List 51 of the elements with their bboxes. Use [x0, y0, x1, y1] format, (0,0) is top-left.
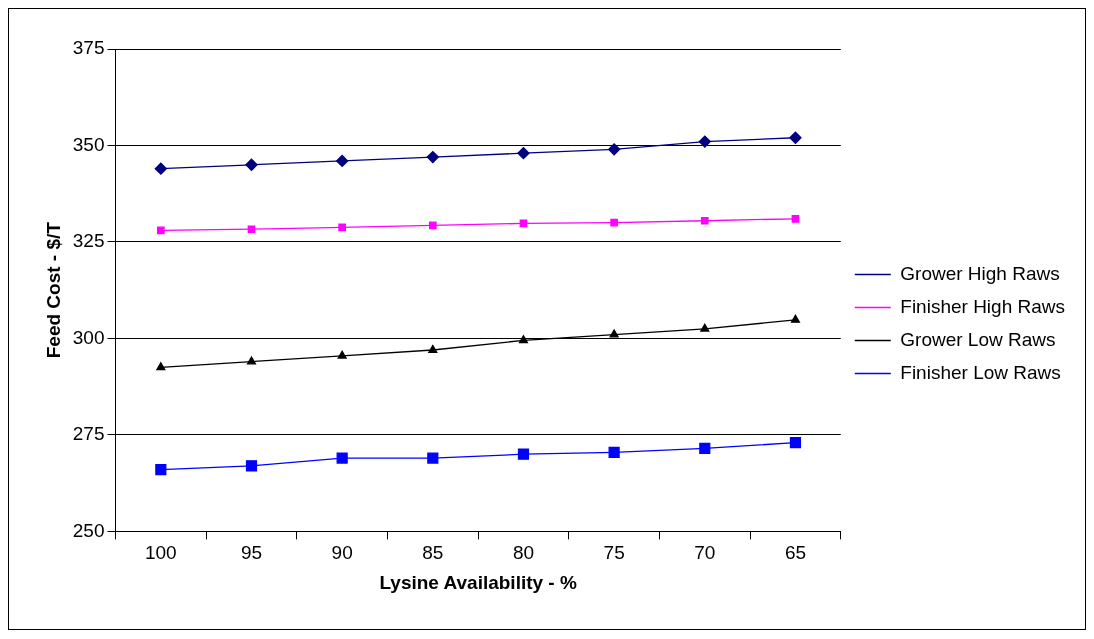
point [246, 356, 257, 365]
point [245, 158, 258, 171]
point [245, 460, 258, 472]
point [790, 314, 800, 323]
x-tick-label: 80 [512, 542, 535, 564]
point [608, 446, 620, 458]
point [154, 162, 167, 175]
x-tick-label: 100 [144, 542, 177, 564]
point [338, 223, 346, 232]
point [789, 437, 802, 449]
point [517, 147, 530, 160]
point [610, 218, 618, 227]
point [336, 452, 348, 464]
point [517, 448, 530, 460]
x-tick-label: 95 [240, 542, 263, 564]
point [609, 329, 619, 338]
point [791, 214, 800, 223]
y-tick-label: 375 [72, 37, 105, 59]
point [518, 335, 529, 344]
point [700, 323, 710, 332]
point [155, 464, 167, 476]
point [607, 143, 621, 156]
x-tick-label: 85 [422, 542, 444, 564]
y-tick-label: 275 [72, 423, 105, 445]
point [699, 442, 711, 455]
y-tick-label: 325 [72, 230, 105, 252]
point [700, 216, 709, 225]
legend-label: Grower High Raws [900, 262, 1060, 284]
x-tick-label: 75 [603, 542, 625, 564]
x-axis-title: Lysine Availability - % [379, 571, 577, 593]
legend-label: Finisher High Raws [900, 295, 1066, 317]
point [157, 226, 165, 235]
point [428, 344, 438, 353]
point [426, 150, 439, 164]
legend-label: Finisher Low Raws [900, 361, 1061, 383]
y-tick-label: 300 [72, 326, 105, 348]
x-tick-label: 90 [331, 542, 353, 564]
point [247, 225, 256, 234]
point [428, 221, 437, 230]
point [337, 350, 347, 359]
point [427, 452, 439, 464]
point [789, 131, 802, 144]
x-tick-label: 65 [784, 542, 807, 564]
y-tick-label: 250 [72, 519, 105, 541]
x-tick-label: 70 [694, 542, 716, 564]
point [698, 135, 711, 148]
y-axis-title: Feed Cost - $/T [42, 221, 64, 359]
point [156, 362, 166, 371]
y-tick-label: 350 [72, 133, 105, 155]
point [336, 154, 349, 168]
legend-label: Grower Low Raws [900, 328, 1056, 350]
